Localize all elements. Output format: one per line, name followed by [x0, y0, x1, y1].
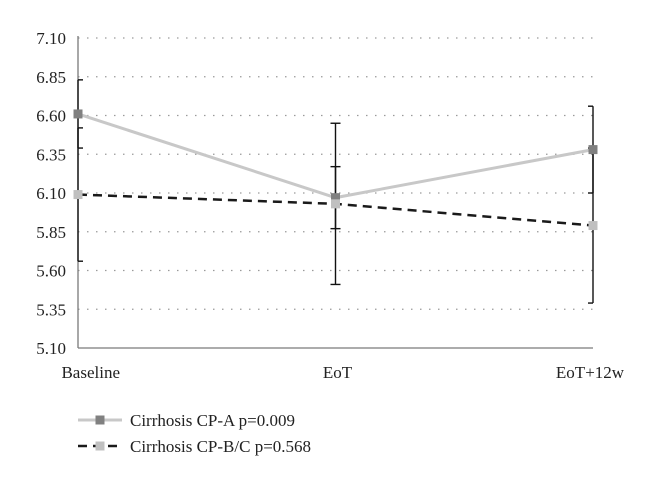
data-point	[588, 221, 598, 231]
y-axis-ticks: 7.10 6.85 6.60 6.35 6.10 5.85 5.60 5.35 5.10	[36, 29, 66, 358]
y-tick-label: 6.85	[36, 68, 66, 87]
error-bars	[77, 79, 594, 304]
x-tick-label: EoT	[323, 363, 353, 382]
x-tick-label: Baseline	[61, 363, 120, 382]
data-point	[73, 109, 83, 119]
y-tick-label: 5.60	[36, 262, 66, 281]
legend-marker	[95, 441, 105, 451]
x-axis-ticks: Baseline EoT EoT+12w	[61, 363, 624, 382]
y-tick-label: 6.60	[36, 107, 66, 126]
legend-label: Cirrhosis CP-B/C p=0.568	[130, 437, 311, 456]
y-tick-label: 5.85	[36, 223, 66, 242]
data-point	[588, 145, 598, 155]
legend-marker	[95, 415, 105, 425]
y-tick-label: 6.35	[36, 145, 66, 164]
y-tick-label: 5.35	[36, 300, 66, 319]
y-tick-label: 5.10	[36, 339, 66, 358]
data-point	[331, 199, 340, 209]
legend-label: Cirrhosis CP-A p=0.009	[130, 411, 295, 430]
y-tick-label: 6.10	[36, 184, 66, 203]
y-tick-label: 7.10	[36, 29, 66, 48]
data-point	[73, 190, 83, 200]
x-tick-label: EoT+12w	[556, 363, 625, 382]
series-markers	[73, 109, 598, 231]
legend: Cirrhosis CP-A p=0.009 Cirrhosis CP-B/C p…	[78, 411, 311, 456]
data-point	[331, 193, 340, 203]
